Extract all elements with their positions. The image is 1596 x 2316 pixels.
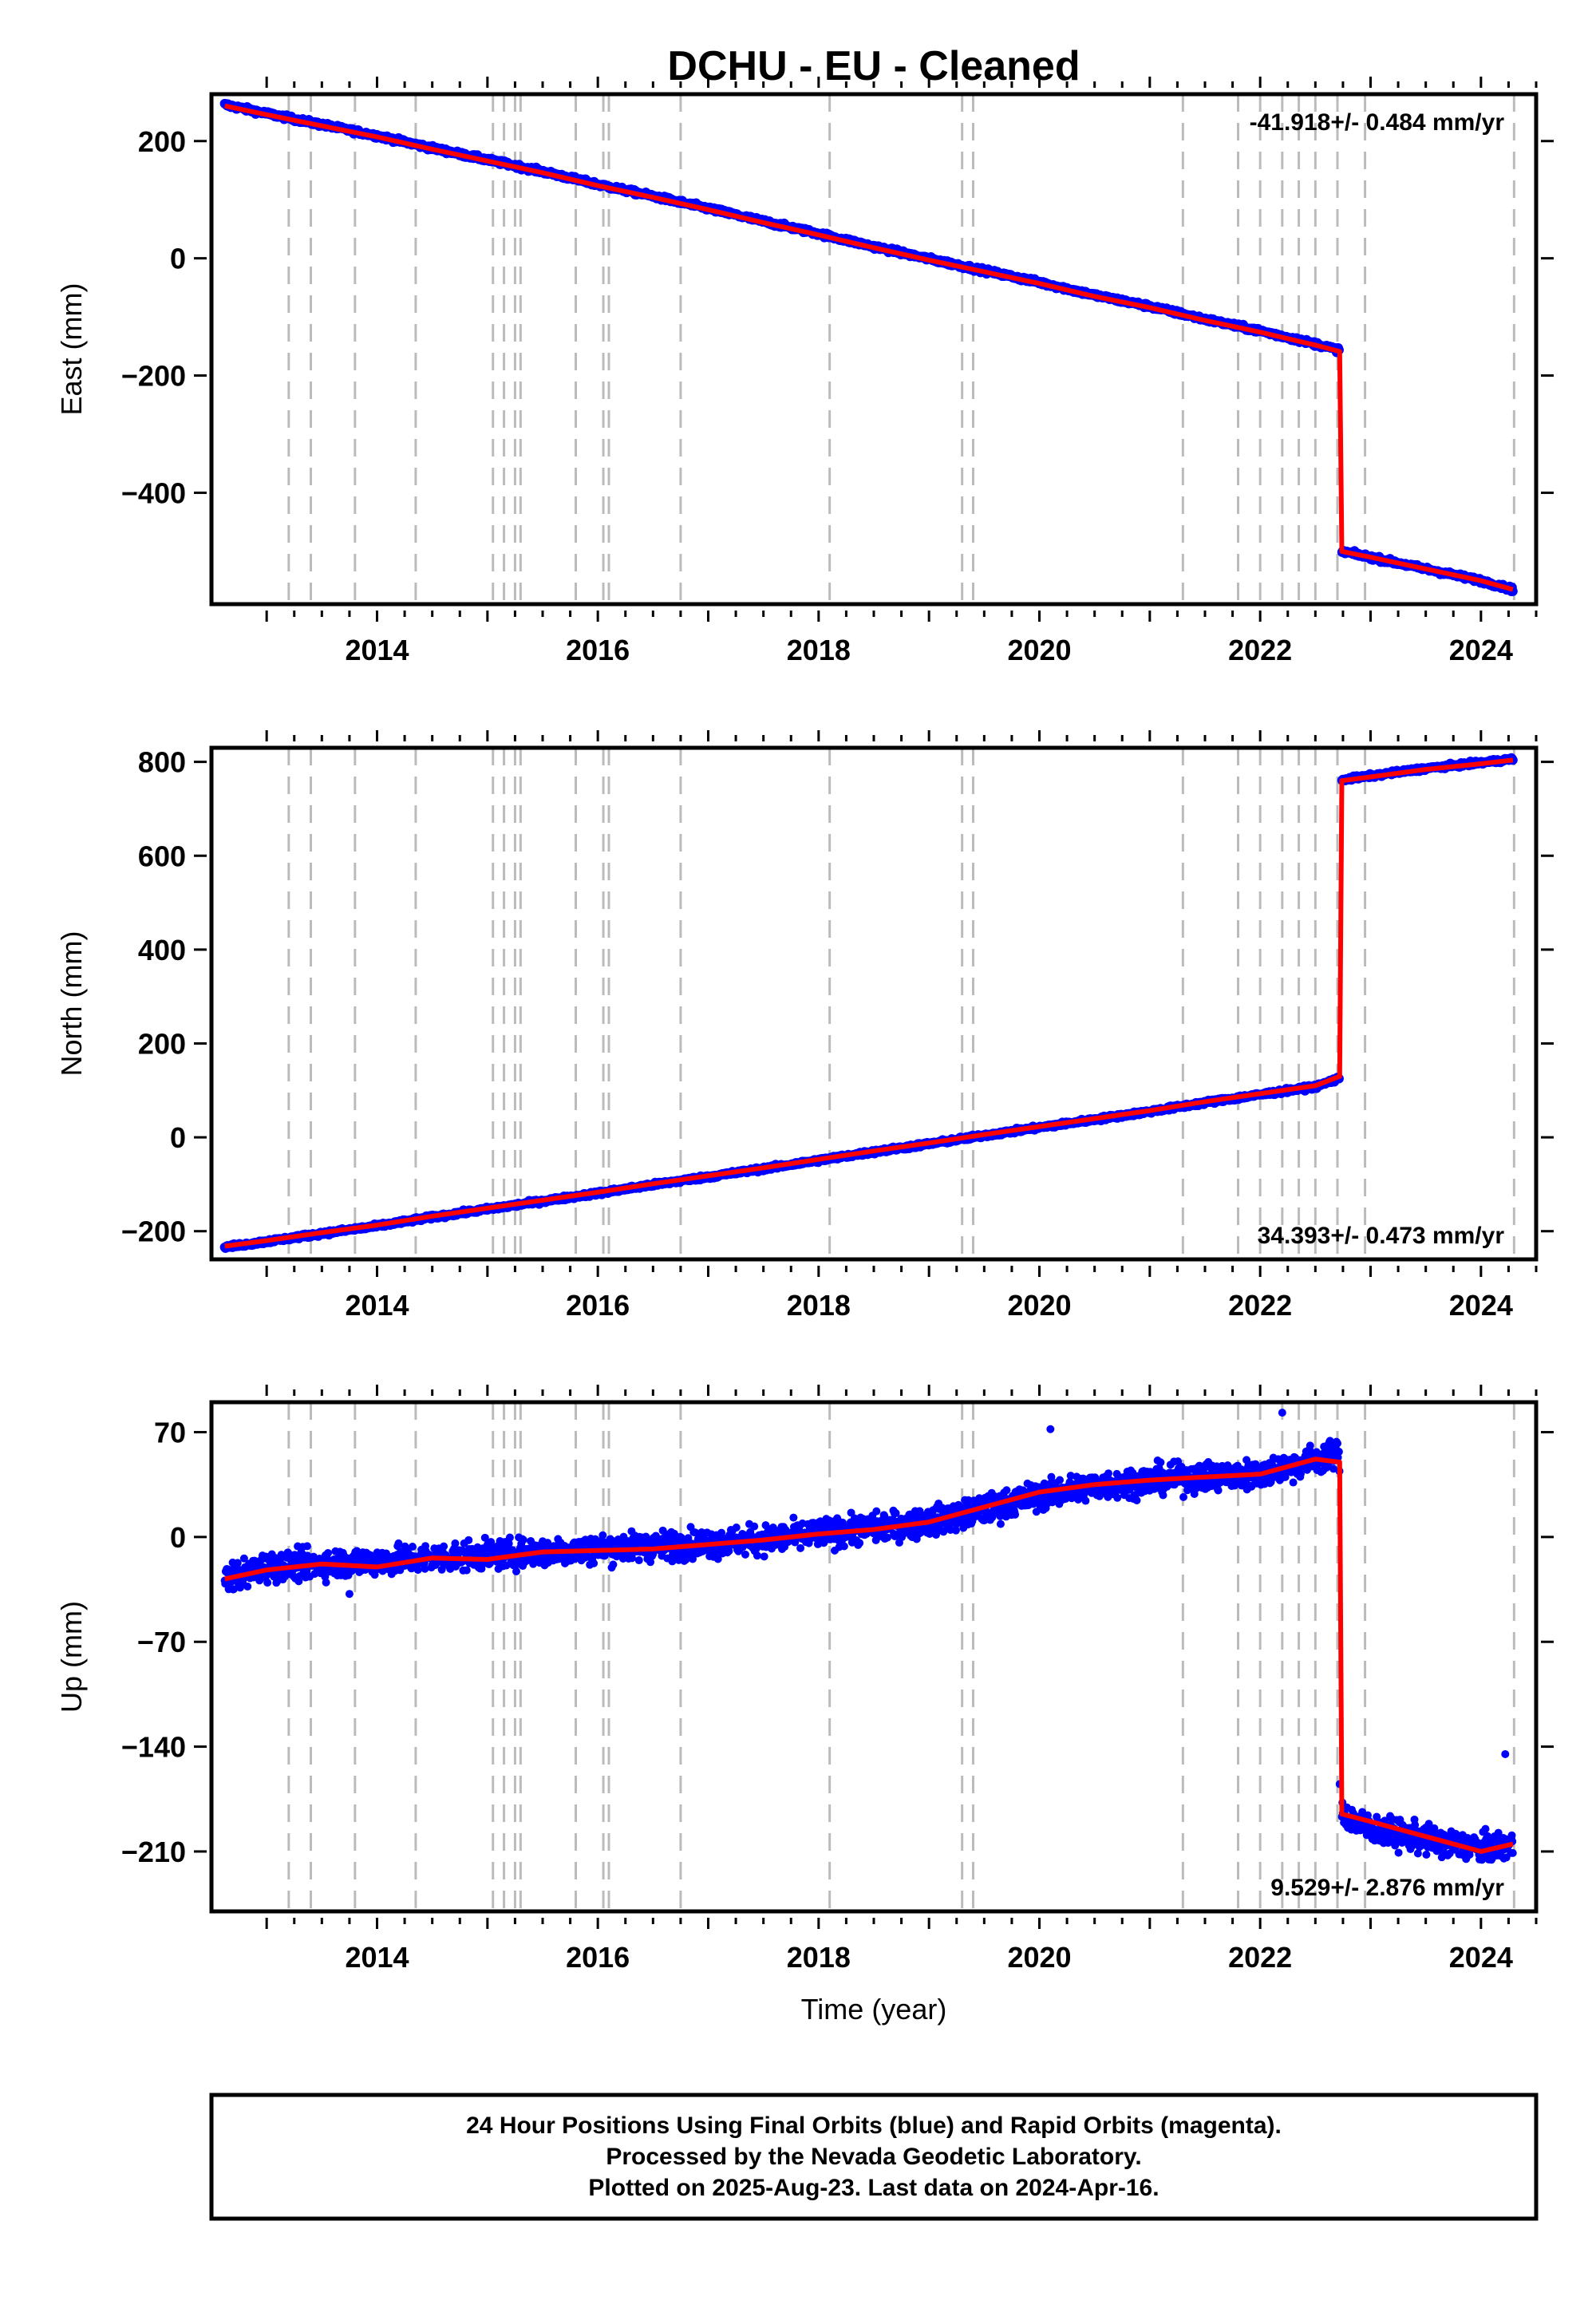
plot-frame <box>209 745 1539 1262</box>
x-tick-label: 2020 <box>1007 1289 1071 1322</box>
data-point <box>263 1579 272 1587</box>
y-tick-label: 600 <box>138 840 186 872</box>
x-tick-label: 2016 <box>566 634 630 666</box>
panel-2: 2014 2016 2018 2020 2022 2024 −200 0 200 400 600 80… <box>55 730 1554 1322</box>
data-point <box>464 1535 473 1544</box>
data-point <box>239 1554 248 1563</box>
x-tick-label: 2018 <box>787 634 851 666</box>
y-axis-label: East (mm) <box>55 283 88 416</box>
data-point <box>872 1507 881 1516</box>
data-point <box>229 1585 238 1594</box>
x-ticks <box>265 77 1538 622</box>
data-point <box>725 1547 733 1555</box>
data-point <box>504 1539 513 1548</box>
x-tick-label: 2024 <box>1449 634 1513 666</box>
data-point <box>796 1543 805 1552</box>
x-tick-label: 2014 <box>345 634 409 666</box>
x-tick-label: 2016 <box>566 1289 630 1322</box>
data-point <box>713 1555 722 1563</box>
x-tick-label: 2022 <box>1228 634 1292 666</box>
y-tick-label: 200 <box>138 125 186 158</box>
data-point <box>750 1522 759 1531</box>
data-point <box>855 1539 864 1547</box>
data-point <box>451 1539 460 1547</box>
x-ticks <box>265 730 1538 1277</box>
y-ticks <box>194 140 1554 494</box>
y-tick-label: 0 <box>170 243 186 275</box>
data-point <box>519 1535 527 1544</box>
panel-3: 2014 2016 2018 2020 2022 2024−210−140−70070Up… <box>55 1385 1554 2026</box>
y-tick-label: 200 <box>138 1027 186 1060</box>
y-tick-label: −200 <box>121 360 186 393</box>
data-point <box>609 1560 618 1569</box>
data-point <box>634 1556 643 1565</box>
plot-area <box>219 748 1518 1259</box>
data-point <box>413 1566 422 1575</box>
rate-annotation: 34.393+/- 0.473 mm/yr <box>1258 1223 1505 1249</box>
y-axis-label: North (mm) <box>55 931 88 1077</box>
data-point <box>243 1582 252 1591</box>
panel-1: 2014 2016 2018 2020 2022 2024 −400 −200 0 200 East… <box>55 77 1554 666</box>
data-point <box>732 1523 741 1531</box>
model-line <box>224 757 1514 1249</box>
data-point <box>590 1559 598 1567</box>
data-point <box>760 1552 768 1561</box>
data-point <box>322 1578 330 1587</box>
data-point <box>302 1542 311 1551</box>
y-tick-label: 800 <box>138 746 186 779</box>
data-point <box>753 1551 761 1560</box>
data-point <box>394 1539 403 1547</box>
x-tick-label: 2014 <box>345 1289 409 1322</box>
data-point <box>761 1521 770 1530</box>
data-point <box>324 1548 333 1557</box>
data-point <box>421 1564 429 1573</box>
data-point <box>505 1533 514 1542</box>
final-orbit-points <box>219 753 1518 1253</box>
x-tick-label: 2018 <box>787 1289 851 1322</box>
data-point <box>480 1533 489 1542</box>
plot-area <box>219 94 1518 604</box>
data-point <box>677 1533 685 1542</box>
data-point <box>462 1566 471 1575</box>
data-point <box>883 1533 892 1542</box>
data-point <box>440 1542 448 1551</box>
x-tick-label: 2022 <box>1228 1289 1292 1322</box>
x-tick-label: 2020 <box>1007 634 1071 666</box>
data-point <box>370 1571 379 1579</box>
data-point <box>628 1554 637 1563</box>
data-point <box>598 1531 607 1539</box>
rate-annotation: -41.918+/- 0.484 mm/yr <box>1250 109 1505 136</box>
x-tick-label: 2024 <box>1449 1289 1513 1322</box>
data-point <box>789 1513 798 1522</box>
plot-frame <box>209 92 1539 607</box>
data-point <box>684 1534 693 1543</box>
y-ticks <box>194 761 1554 1233</box>
y-tick-label: 0 <box>170 1121 186 1154</box>
data-point <box>233 1559 242 1567</box>
data-point <box>839 1542 848 1551</box>
data-point <box>741 1550 749 1559</box>
y-tick-label: 400 <box>138 934 186 966</box>
model-line <box>223 103 1514 592</box>
plot-area <box>220 1402 1517 1911</box>
y-tick-label: −400 <box>121 476 186 509</box>
data-point <box>512 1567 521 1576</box>
data-point <box>437 1565 446 1574</box>
y-tick-label: −200 <box>121 1215 186 1248</box>
data-point <box>408 1543 417 1551</box>
panels-group: 2014 2016 2018 2020 2022 2024 −400 −200 0 200 East… <box>55 77 1554 2026</box>
